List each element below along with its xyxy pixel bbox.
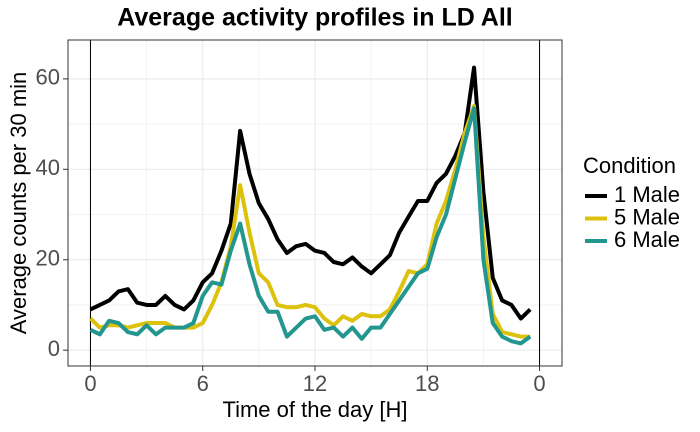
x-tick-label: 12: [303, 371, 327, 396]
y-tick-label: 60: [36, 65, 60, 90]
legend-title: Condition: [583, 153, 676, 178]
y-tick-label: 0: [48, 336, 60, 361]
panel-border: [67, 39, 563, 367]
legend-label: 1 Male: [614, 182, 680, 207]
series-line: [89, 104, 531, 339]
x-tick-label: 0: [84, 371, 96, 396]
x-tick-label: 0: [533, 371, 545, 396]
chart-title: Average activity profiles in LD All: [117, 4, 512, 32]
y-tick-label: 40: [36, 155, 60, 180]
y-axis-label: Average counts per 30 min: [6, 72, 31, 335]
series-line: [89, 106, 532, 346]
legend-label: 5 Male: [614, 204, 680, 229]
legend-label: 6 Male: [614, 227, 680, 252]
x-axis-label: Time of the day [H]: [222, 397, 407, 422]
x-tick-label: 6: [197, 371, 209, 396]
series-line: [89, 65, 532, 321]
y-tick-label: 20: [36, 246, 60, 271]
x-tick-label: 18: [415, 371, 439, 396]
